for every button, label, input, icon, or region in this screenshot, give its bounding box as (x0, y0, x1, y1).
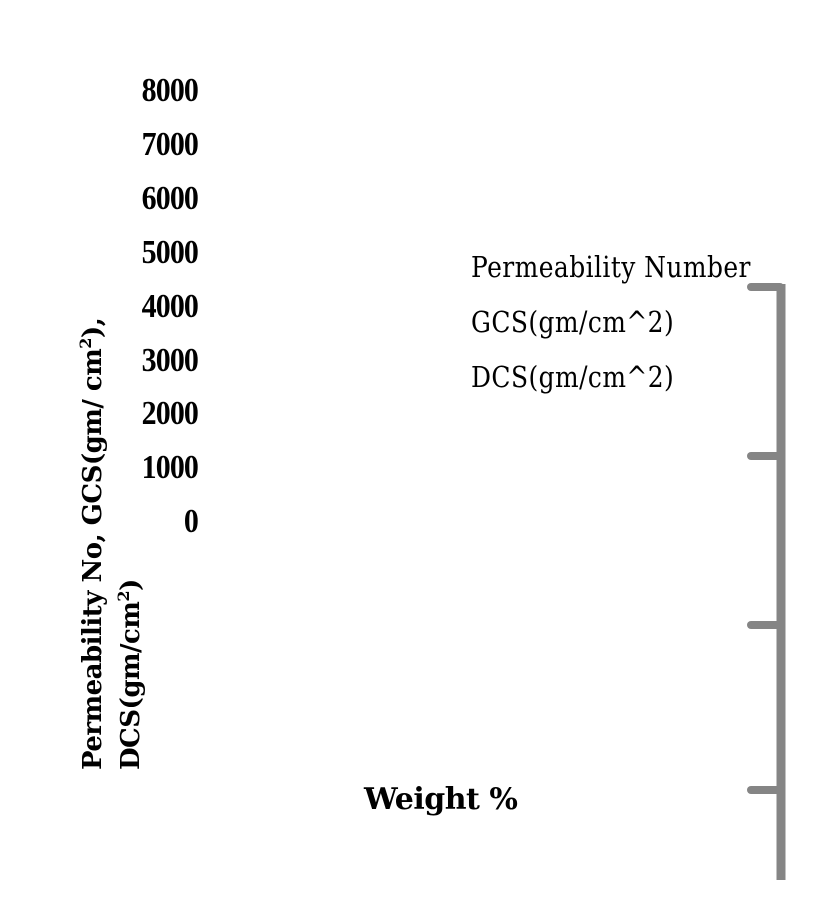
y-tick-label: 5000 (141, 234, 199, 271)
y-tick-label: 0 (183, 503, 199, 540)
y-tick-label: 2000 (141, 395, 199, 432)
y-tick-label: 4000 (141, 288, 199, 325)
y-tick-label: 8000 (141, 72, 199, 109)
y-tick-label: 3000 (141, 342, 199, 379)
legend-item-permeability: Permeability Number (471, 250, 751, 284)
y-tick-label: 6000 (141, 180, 199, 217)
y-tick-label: 1000 (141, 449, 199, 486)
y-tick-label: 7000 (141, 126, 199, 163)
legend-item-gcs: GCS(gm/cm^2) (471, 305, 675, 339)
legend: Permeability Number GCS(gm/cm^2) DCS(gm/… (471, 240, 796, 405)
x-axis-title: Weight % (364, 782, 518, 817)
legend-item-dcs: DCS(gm/cm^2) (471, 360, 675, 394)
